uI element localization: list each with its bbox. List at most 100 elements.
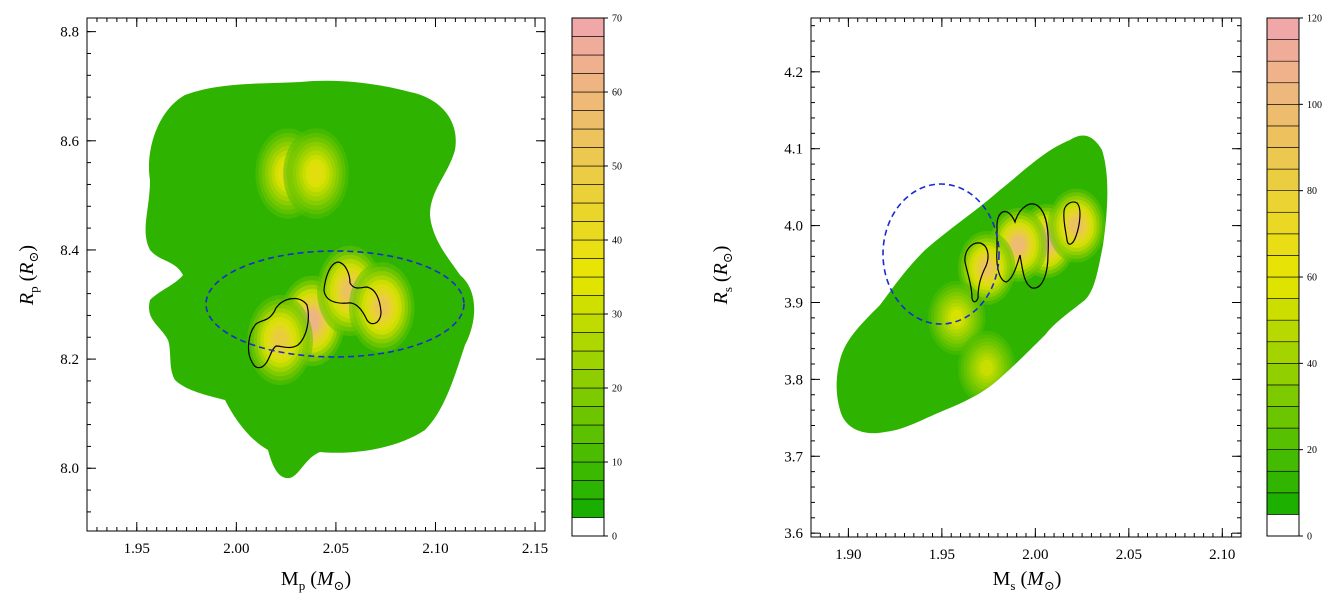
colorbar-swatch <box>571 461 605 481</box>
mass-radius-ellipse <box>205 250 465 358</box>
colorbar-swatch <box>1266 492 1300 515</box>
colorbar-swatch <box>1266 190 1300 213</box>
density-peak <box>950 309 964 326</box>
colorbar-swatch <box>1266 233 1300 256</box>
colorbar-tick-label: 0 <box>1307 532 1312 543</box>
colorbar-swatch <box>571 147 605 167</box>
colorbar-swatch <box>571 184 605 204</box>
y-axis-label: Rs (R⊙) <box>710 246 735 306</box>
y-tick-label: 4.0 <box>784 219 803 235</box>
contour-line <box>323 261 382 325</box>
colorbar-swatch <box>571 17 605 37</box>
colorbar-swatch <box>571 165 605 185</box>
x-tick-label: 2.05 <box>323 541 349 557</box>
x-tick-label: 1.95 <box>929 547 955 563</box>
colorbar-swatch <box>1266 211 1300 235</box>
colorbar-swatch <box>571 443 605 463</box>
y-tick-label: 8.8 <box>60 25 79 41</box>
colorbar-swatch <box>1266 470 1300 494</box>
colorbar-swatch <box>571 54 605 74</box>
colorbar-tick-label: 80 <box>1307 186 1317 197</box>
y-tick-label: 8.0 <box>60 461 79 477</box>
mass-radius-ellipse <box>882 183 1000 325</box>
y-tick-label: 8.4 <box>60 243 79 259</box>
colorbar-tick-label: 40 <box>1307 359 1317 370</box>
y-axis-label: Rp (R⊙) <box>16 245 41 306</box>
colorbar-swatch <box>571 91 605 111</box>
colorbar-tick-label: 0 <box>612 532 617 543</box>
colorbar-swatch <box>571 128 605 148</box>
colorbar-swatch <box>1266 39 1300 62</box>
heatmap-primary <box>145 80 475 479</box>
axes-secondary: 1.90 1.95 2.00 2.05 2.10 3.6 3.7 3.8 3.9 4.0 4.1 4.… <box>784 18 1242 563</box>
colorbar-swatch <box>1266 406 1300 429</box>
contour-line <box>247 298 310 369</box>
x-tick-label: 2.05 <box>1116 547 1142 563</box>
y-tick-label: 8.2 <box>60 352 79 368</box>
colorbar-swatch <box>1266 514 1300 537</box>
density-peak <box>1012 236 1025 253</box>
colorbar-tick-label: 20 <box>612 384 622 395</box>
colorbar-swatch <box>1266 17 1300 40</box>
colorbar-swatch <box>571 480 605 500</box>
contour-line <box>996 203 1049 289</box>
colorbar-swatch <box>571 221 605 241</box>
colorbar-swatch <box>571 258 605 278</box>
colorbar-tick-label: 120 <box>1307 14 1322 25</box>
density-peak <box>308 163 324 184</box>
colorbar-tick-label: 60 <box>1307 273 1317 284</box>
colorbar-swatch <box>571 424 605 444</box>
density-peak <box>1070 217 1083 234</box>
y-tick-label: 4.2 <box>784 65 803 81</box>
colorbar-swatch <box>571 332 605 352</box>
colorbar-swatch <box>571 498 605 518</box>
y-tick-label: 3.8 <box>784 372 803 388</box>
colorbar-swatch <box>571 295 605 315</box>
y-tick-label: 3.9 <box>784 295 803 311</box>
colorbar-swatch <box>1266 104 1300 127</box>
colorbar-swatch <box>1266 319 1300 343</box>
y-tick-label: 4.1 <box>784 142 803 158</box>
colorbar-swatch <box>571 73 605 93</box>
density-peak <box>374 297 389 318</box>
colorbar-swatch <box>1266 147 1300 170</box>
colorbar-swatch <box>1266 363 1300 386</box>
colorbar-swatch <box>571 276 605 296</box>
contour-secondary <box>964 201 1081 303</box>
colorbar-swatch <box>1266 60 1300 84</box>
y-tick-label: 3.6 <box>784 526 803 542</box>
x-axis-label: Ms (M⊙) <box>993 568 1062 593</box>
x-tick-label: 2.10 <box>1209 547 1235 563</box>
colorbar-swatch <box>1266 276 1300 299</box>
colorbar-primary: 0 10 20 30 40 50 60 70 <box>571 14 622 543</box>
colorbar-swatch <box>1266 255 1300 278</box>
colorbar-tick-label: 70 <box>612 14 622 25</box>
colorbar-tick-label: 40 <box>612 236 622 247</box>
colorbar-swatch <box>1266 298 1300 321</box>
heatmap-secondary <box>836 135 1108 434</box>
contour-line <box>964 242 989 303</box>
colorbar-tick-label: 20 <box>1307 445 1317 456</box>
panel-secondary: 1.90 1.95 2.00 2.05 2.10 3.6 3.7 3.8 3.9 4.0 4.1 4.… <box>710 14 1322 594</box>
axes-primary: 1.95 2.00 2.05 2.10 2.15 8.0 8.2 8.4 8.6 8.8 <box>60 18 548 557</box>
x-tick-label: 2.15 <box>522 541 548 557</box>
colorbar-swatch <box>571 313 605 333</box>
density-peak <box>272 330 288 350</box>
contour-primary <box>247 261 382 369</box>
panel-primary: 1.95 2.00 2.05 2.10 2.15 8.0 8.2 8.4 8.6 8.8 Mp (… <box>16 14 622 594</box>
colorbar-swatch <box>571 110 605 130</box>
colorbar-swatch <box>571 517 605 537</box>
x-tick-label: 2.10 <box>422 541 448 557</box>
colorbar-swatch <box>1266 449 1300 472</box>
x-tick-label: 1.90 <box>835 547 861 563</box>
colorbar-swatch <box>1266 82 1300 105</box>
x-axis-label: Mp (M⊙) <box>281 568 351 593</box>
colorbar-swatch <box>1266 427 1300 450</box>
colorbar-tick-label: 10 <box>612 458 622 469</box>
x-tick-label: 2.00 <box>223 541 249 557</box>
colorbar-tick-label: 100 <box>1307 100 1322 111</box>
y-tick-label: 8.6 <box>60 134 79 150</box>
y-tick-label: 3.7 <box>784 449 803 465</box>
colorbar-tick-label: 30 <box>612 310 622 321</box>
